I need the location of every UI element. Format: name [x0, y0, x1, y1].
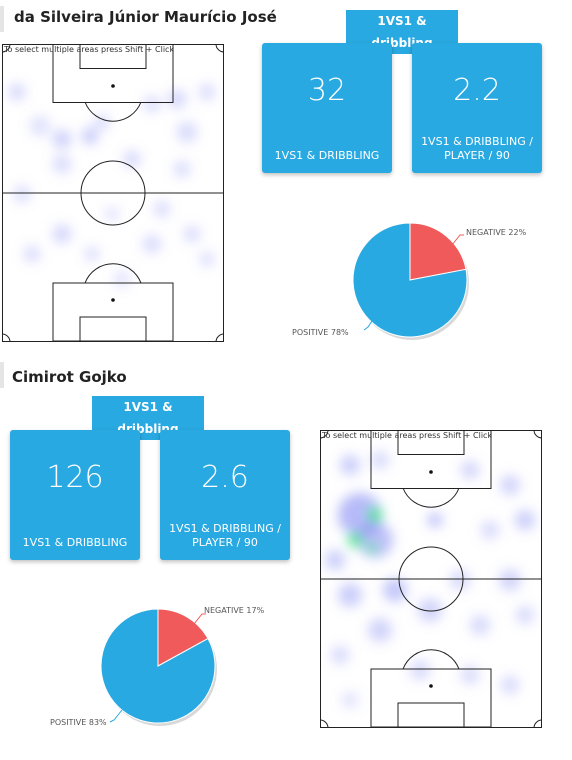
section-marker	[0, 6, 4, 32]
heatmap-layer	[9, 84, 215, 287]
pie-label-negative: NEGATIVE 22%	[466, 228, 527, 237]
heatmap-pitch[interactable]: To select multiple areas press Shift + C…	[319, 429, 543, 729]
stat-value: 126	[46, 460, 104, 495]
outcome-pie-chart	[352, 222, 469, 340]
negative-leader	[193, 613, 206, 625]
negative-leader	[451, 234, 464, 246]
stat-label: 1VS1 & DRIBBLING	[274, 149, 380, 162]
player-name: da Silveira Júnior Maurício José	[14, 8, 277, 26]
outcome-pie-chart	[100, 608, 217, 726]
selection-hint: To select multiple areas press Shift + C…	[4, 45, 175, 54]
pitch-svg	[1, 43, 225, 343]
stat-value: 32	[307, 73, 347, 108]
positive-leader	[109, 709, 123, 723]
pitch-lines	[319, 429, 543, 729]
stat-card-per90: 2.6 1VS1 & DRIBBLING / PLAYER / 90	[160, 430, 290, 560]
heatmap-layer	[325, 451, 535, 708]
pie-label-positive: POSITIVE 83%	[50, 718, 107, 727]
section-marker	[0, 362, 4, 388]
pie-label-positive: POSITIVE 78%	[292, 328, 349, 337]
stat-card-total: 32 1VS1 & DRIBBLING	[262, 43, 392, 173]
pie-slice-positive[interactable]	[352, 222, 468, 338]
pitch-svg	[319, 429, 543, 729]
pitch-lines	[1, 43, 225, 343]
pie-slice-negative[interactable]	[409, 222, 467, 281]
positive-leader	[363, 314, 377, 331]
pie-slice-negative[interactable]	[157, 608, 209, 667]
selection-hint: To select multiple areas press Shift + C…	[322, 431, 493, 440]
stat-card-per90: 2.2 1VS1 & DRIBBLING / PLAYER / 90	[412, 43, 542, 173]
stat-label: 1VS1 & DRIBBLING / PLAYER / 90	[169, 522, 281, 549]
stat-label: 1VS1 & DRIBBLING / PLAYER / 90	[421, 135, 533, 162]
stat-value: 2.6	[201, 460, 249, 495]
stat-label: 1VS1 & DRIBBLING	[22, 536, 128, 549]
player-name: Cimirot Gojko	[12, 368, 127, 386]
pie-label-negative: NEGATIVE 17%	[204, 606, 265, 615]
pie-slice-positive[interactable]	[100, 608, 216, 724]
heatmap-pitch[interactable]: To select multiple areas press Shift + C…	[1, 43, 225, 343]
stat-value: 2.2	[453, 73, 501, 108]
stat-card-total: 126 1VS1 & DRIBBLING	[10, 430, 140, 560]
